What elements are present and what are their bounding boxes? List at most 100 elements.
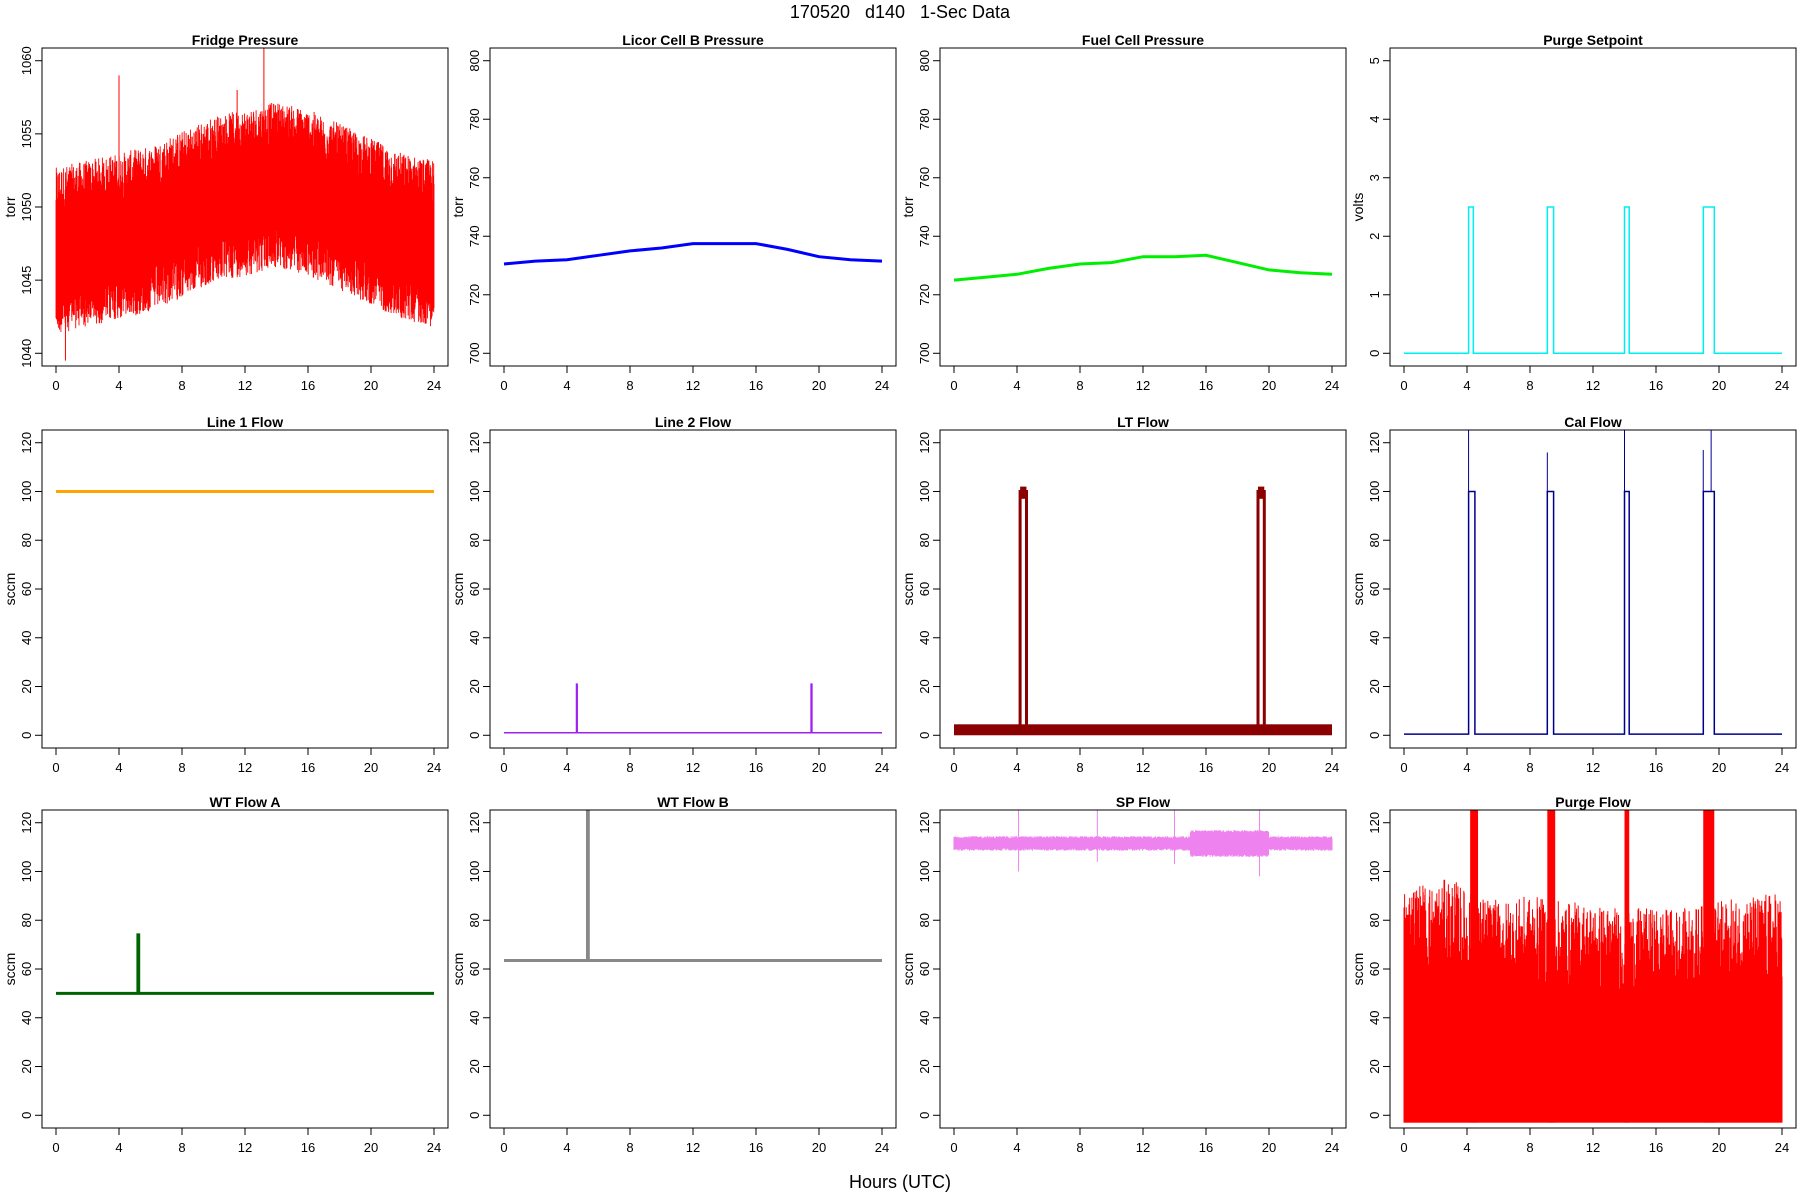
y-tick-label: 40	[19, 1011, 34, 1025]
y-tick-label: 760	[467, 167, 482, 189]
y-axis-label: sccm	[1350, 573, 1366, 606]
x-tick-label: 8	[178, 1140, 185, 1155]
x-tick-label: 4	[563, 760, 570, 775]
plot-frame	[939, 809, 1347, 1129]
plot-frame	[1389, 429, 1797, 749]
x-tick-label: 8	[626, 760, 633, 775]
y-tick-label: 80	[917, 533, 932, 547]
x-tick-label: 12	[1586, 760, 1600, 775]
y-tick-label: 0	[19, 732, 34, 739]
chart-panel-9: WT Flow A sccm 0 4 8 12 16 20 24 0 20 40 60 80 100 120	[2, 794, 449, 1155]
y-tick-label: 740	[917, 225, 932, 247]
x-tick-label: 12	[686, 378, 700, 393]
x-tick-label: 4	[1013, 378, 1020, 393]
x-tick-label: 0	[52, 1140, 59, 1155]
page-title: 170520 d140 1-Sec Data	[789, 2, 1011, 22]
y-tick-label: 5	[1367, 57, 1382, 64]
y-axis-label: sccm	[900, 953, 916, 986]
x-tick-label: 20	[1712, 1140, 1726, 1155]
y-tick-label: 60	[467, 582, 482, 596]
x-tick-label: 4	[115, 378, 122, 393]
y-tick-label: 120	[1367, 432, 1382, 454]
y-tick-label: 100	[19, 481, 34, 503]
series-line-1	[56, 933, 434, 995]
x-tick-label: 4	[1463, 378, 1470, 393]
y-tick-label: 720	[467, 284, 482, 306]
x-tick-label: 0	[1400, 378, 1407, 393]
y-tick-label: 60	[467, 962, 482, 976]
x-tick-label: 0	[500, 760, 507, 775]
y-tick-label: 120	[467, 432, 482, 454]
y-tick-label: 40	[1367, 631, 1382, 645]
x-tick-label: 4	[115, 760, 122, 775]
x-tick-label: 16	[301, 378, 315, 393]
y-tick-label: 0	[917, 732, 932, 739]
plot-area	[953, 810, 1333, 877]
x-tick-label: 24	[1325, 378, 1339, 393]
series-line-1	[503, 242, 883, 266]
x-tick-label: 4	[1013, 760, 1020, 775]
x-tick-label: 8	[1076, 760, 1083, 775]
x-tick-label: 0	[500, 378, 507, 393]
y-tick-label: 4	[1367, 116, 1382, 123]
y-axis-label: volts	[1350, 193, 1366, 222]
y-axis-label: sccm	[450, 953, 466, 986]
x-tick-label: 8	[178, 378, 185, 393]
chart-title: Line 2 Flow	[655, 414, 731, 430]
chart-title: Fridge Pressure	[192, 32, 299, 48]
x-tick-label: 16	[301, 760, 315, 775]
y-tick-label: 100	[467, 861, 482, 883]
x-tick-label: 4	[563, 1140, 570, 1155]
x-tick-label: 20	[364, 760, 378, 775]
y-axis-label: sccm	[900, 573, 916, 606]
burst-4	[1703, 810, 1715, 1123]
y-tick-label: 2	[1367, 233, 1382, 240]
chart-panel-5: Line 1 Flow sccm 0 4 8 12 16 20 24 0 20 40 60 80 100 12…	[2, 414, 449, 775]
x-tick-label: 8	[178, 760, 185, 775]
series-line-1	[55, 103, 435, 332]
x-tick-label: 20	[1262, 1140, 1276, 1155]
chart-panel-10: WT Flow B sccm 0 4 8 12 16 20 24 0 20 40 60 80 100 120	[450, 794, 897, 1155]
chart-panel-1: Fridge Pressure torr 0 4 8 12 16 20 24 1040 1045 10…	[2, 32, 449, 393]
y-tick-label: 0	[19, 1112, 34, 1119]
y-tick-label: 120	[467, 812, 482, 834]
y-tick-label: 20	[917, 1059, 932, 1073]
y-tick-label: 40	[19, 631, 34, 645]
x-tick-label: 16	[1649, 760, 1663, 775]
burst-2	[1547, 810, 1556, 1123]
y-tick-label: 100	[1367, 861, 1382, 883]
x-tick-label: 0	[950, 1140, 957, 1155]
y-tick-label: 740	[467, 225, 482, 247]
chart-panel-12: Purge Flow sccm 0 4 8 12 16 20 24 0 20 40 60 80 100 120	[1350, 794, 1797, 1155]
y-tick-label: 40	[467, 1011, 482, 1025]
x-tick-label: 12	[238, 760, 252, 775]
series-line-1	[1404, 490, 1782, 735]
chart-title: Line 1 Flow	[207, 414, 283, 430]
y-tick-label: 20	[19, 1059, 34, 1073]
y-tick-label: 1	[1367, 291, 1382, 298]
y-tick-label: 100	[19, 861, 34, 883]
y-tick-label: 60	[19, 962, 34, 976]
y-tick-label: 120	[19, 812, 34, 834]
x-tick-label: 24	[1325, 760, 1339, 775]
y-tick-label: 120	[19, 432, 34, 454]
x-tick-label: 20	[1712, 760, 1726, 775]
y-tick-label: 20	[19, 679, 34, 693]
x-tick-label: 16	[1199, 1140, 1213, 1155]
plot-frame	[489, 47, 897, 367]
y-tick-label: 800	[467, 50, 482, 72]
plot-frame	[1389, 47, 1797, 367]
chart-title: LT Flow	[1117, 414, 1169, 430]
y-tick-label: 40	[1367, 1011, 1382, 1025]
y-tick-label: 80	[19, 533, 34, 547]
y-tick-label: 760	[917, 167, 932, 189]
y-axis-label: torr	[450, 196, 466, 217]
x-tick-label: 24	[1775, 760, 1789, 775]
y-tick-label: 40	[917, 1011, 932, 1025]
x-tick-label: 20	[1712, 378, 1726, 393]
chart-title: WT Flow B	[657, 794, 729, 810]
y-tick-label: 0	[467, 732, 482, 739]
y-tick-label: 800	[917, 50, 932, 72]
burst-3	[1624, 810, 1630, 1123]
